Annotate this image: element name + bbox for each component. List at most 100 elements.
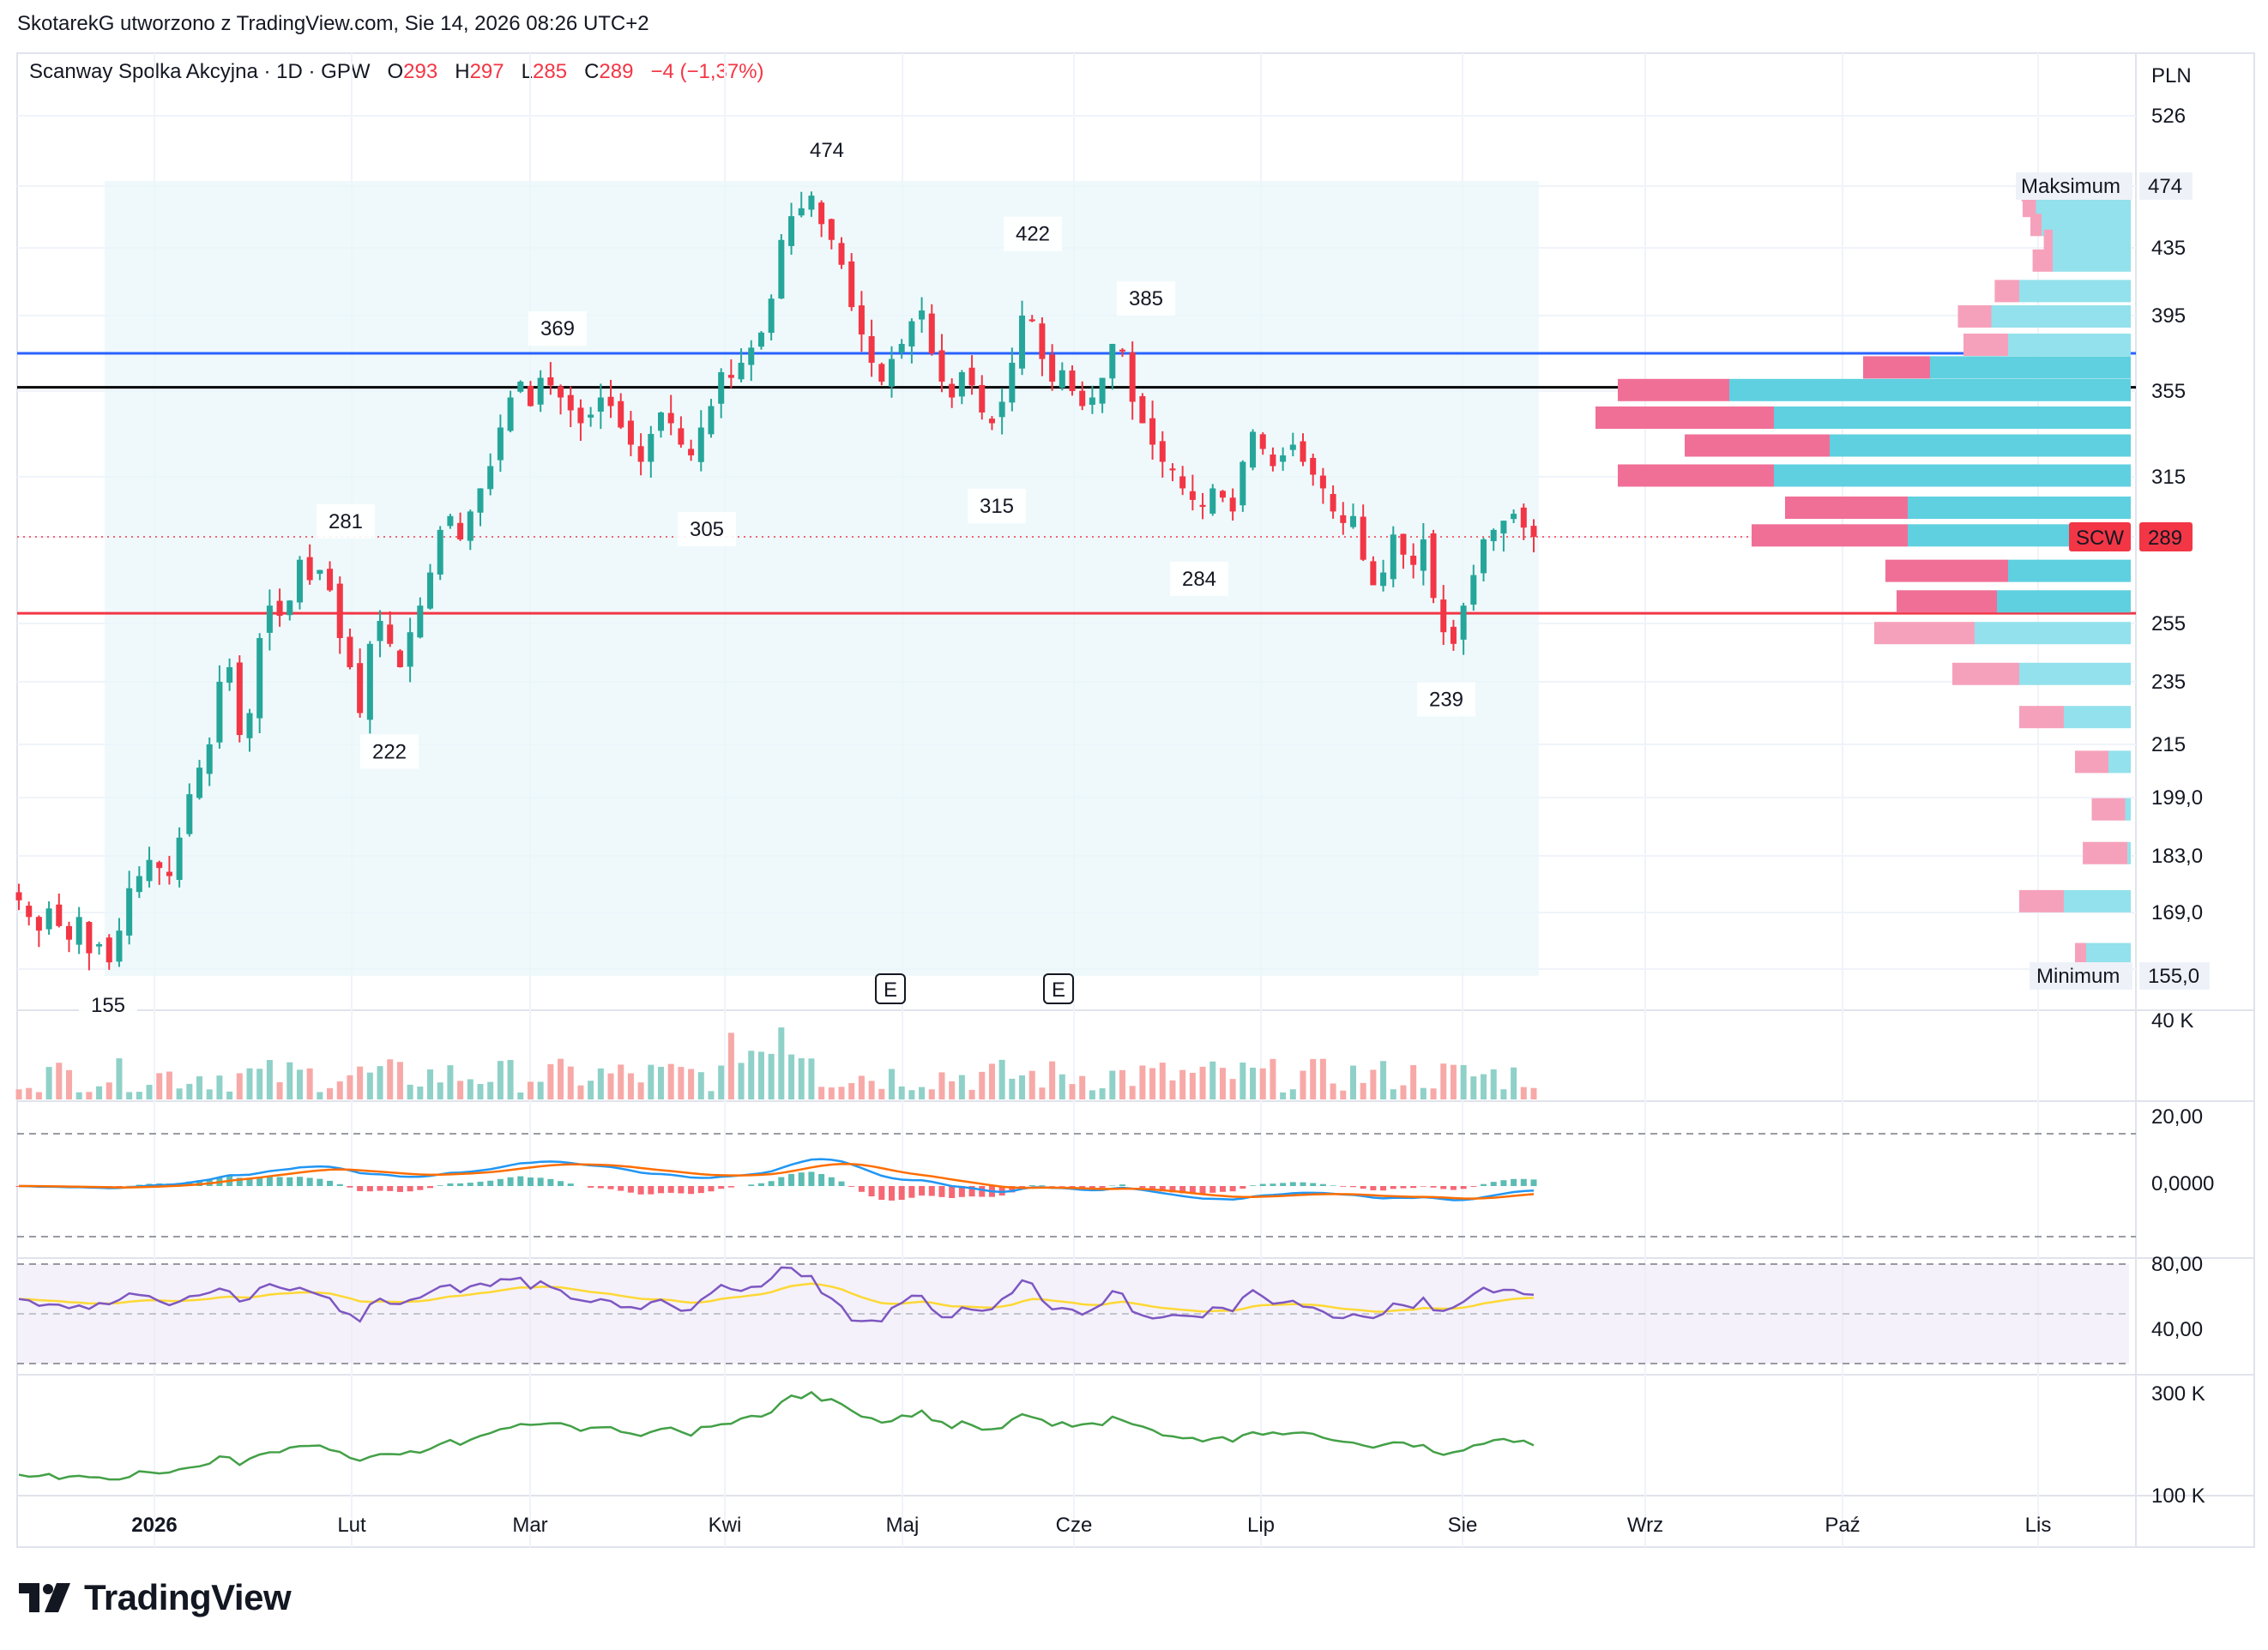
macd-histogram-bar xyxy=(858,1186,865,1192)
candle-body xyxy=(858,305,865,334)
volume-bar xyxy=(838,1087,845,1099)
volume-bar xyxy=(968,1089,975,1099)
candle-body xyxy=(577,407,584,424)
candle-body xyxy=(1129,352,1136,402)
vp-sell-bar-10 xyxy=(1595,406,1774,429)
candle-body xyxy=(968,367,975,386)
candle-body xyxy=(627,420,634,445)
candle-body xyxy=(838,243,845,265)
macd-histogram-bar xyxy=(808,1171,815,1186)
annotation-bg xyxy=(1417,682,1475,717)
volume-bar xyxy=(396,1062,403,1099)
candle-body xyxy=(246,713,253,738)
annotation-bg xyxy=(678,511,736,546)
rsi-line xyxy=(18,1266,1535,1323)
volume-bar xyxy=(798,1057,805,1099)
vp-buy-bar-10 xyxy=(1774,406,2131,429)
candle-body xyxy=(727,375,734,378)
macd-histogram-bar xyxy=(1450,1186,1457,1190)
volume-bar xyxy=(407,1084,413,1099)
min-value: 155,0 xyxy=(2148,965,2199,988)
candle-body xyxy=(708,406,715,435)
macd-line xyxy=(18,1158,1535,1201)
price-axis[interactable]: 526 474 435 395 355 315 289 255 235 215 199,0 183,0… xyxy=(2016,105,2210,990)
macd-histogram-bar xyxy=(1250,1185,1257,1186)
candlestick-series xyxy=(15,191,1537,971)
volume-bar xyxy=(1229,1079,1236,1099)
volume-bar xyxy=(908,1090,915,1099)
candle-body xyxy=(998,401,1005,418)
volume-bar xyxy=(196,1076,203,1099)
macd-histogram-bar xyxy=(1370,1186,1377,1190)
time-tick-label: Cze xyxy=(1056,1514,1093,1537)
candle-body xyxy=(1520,507,1527,528)
volume-bar xyxy=(958,1075,965,1099)
macd-histogram-bar xyxy=(186,1181,193,1186)
candle-body xyxy=(366,643,373,720)
time-tick-label: Maj xyxy=(886,1514,920,1537)
volume-axis-label: 40 K xyxy=(2151,1009,2193,1033)
vp-buy-bar-15 xyxy=(2008,559,2131,582)
tradingview-logo[interactable]: TradingView xyxy=(19,1576,292,1619)
volume-bar xyxy=(1440,1063,1447,1099)
candle-body xyxy=(467,511,474,541)
candle-body xyxy=(377,621,383,641)
volume-bar xyxy=(427,1069,434,1099)
close-label: C xyxy=(584,60,600,83)
macd-histogram-bar xyxy=(417,1186,424,1190)
macd-histogram-bar xyxy=(688,1186,695,1195)
vp-buy-bar-17 xyxy=(1975,622,2131,645)
candle-body xyxy=(1390,534,1396,580)
candle-body xyxy=(527,385,534,406)
earnings-marker-label: E xyxy=(1052,979,1065,1002)
candle-body xyxy=(828,219,835,240)
volume-bar xyxy=(1319,1058,1326,1099)
macd-histogram-bar xyxy=(396,1186,403,1192)
volume-bar xyxy=(697,1072,704,1099)
volume-bar xyxy=(1300,1070,1306,1099)
volume-bar xyxy=(256,1069,263,1099)
currency-label: PLN xyxy=(2151,64,2192,87)
vp-sell-bar-2 xyxy=(2030,214,2042,237)
candle-body xyxy=(1259,434,1266,449)
price-tick-label: 355 xyxy=(2151,380,2186,403)
macd-histogram-bar xyxy=(507,1177,514,1186)
candle-body xyxy=(637,446,644,462)
macd-histogram-bar xyxy=(648,1186,654,1195)
vp-sell-bar-20 xyxy=(2075,750,2108,774)
volume-bar xyxy=(1470,1076,1477,1099)
macd-histogram-bar xyxy=(336,1183,343,1186)
macd-histogram-bar xyxy=(1340,1186,1347,1187)
volume-bar xyxy=(1310,1058,1317,1099)
volume-bar xyxy=(778,1027,785,1099)
macd-histogram-bar xyxy=(437,1185,443,1186)
macd-histogram-bar xyxy=(1219,1186,1226,1192)
time-axis[interactable]: 2026 Lut Mar Kwi Maj Cze Lip Sie Wrz Paź Lis xyxy=(131,1514,2051,1537)
macd-histogram-bar xyxy=(387,1186,394,1191)
candle-body xyxy=(1139,395,1146,424)
price-tick-label: 215 xyxy=(2151,733,2186,756)
macd-histogram-bar xyxy=(597,1186,604,1189)
volume-bar xyxy=(457,1081,464,1099)
volume-bar xyxy=(126,1092,133,1099)
volume-bar xyxy=(1049,1061,1056,1099)
candle-body xyxy=(1349,515,1356,527)
volume-bar xyxy=(1209,1061,1216,1099)
macd-histogram-bar xyxy=(1511,1178,1517,1186)
volume-bar xyxy=(336,1081,343,1099)
candle-body xyxy=(1490,529,1497,542)
macd-histogram-bar xyxy=(998,1186,1005,1196)
macd-histogram-bar xyxy=(1300,1182,1306,1186)
macd-histogram-bar xyxy=(1319,1183,1326,1186)
candle-body xyxy=(45,908,52,930)
tradingview-logo-icon xyxy=(19,1583,70,1612)
open-label: O xyxy=(387,60,404,83)
candle-body xyxy=(457,522,464,539)
vp-sell-bar-22 xyxy=(2083,841,2128,864)
macd-histogram-bar xyxy=(547,1178,554,1186)
macd-histogram-bar xyxy=(908,1186,915,1198)
candle-body xyxy=(537,377,544,405)
volume-bar xyxy=(216,1075,223,1099)
